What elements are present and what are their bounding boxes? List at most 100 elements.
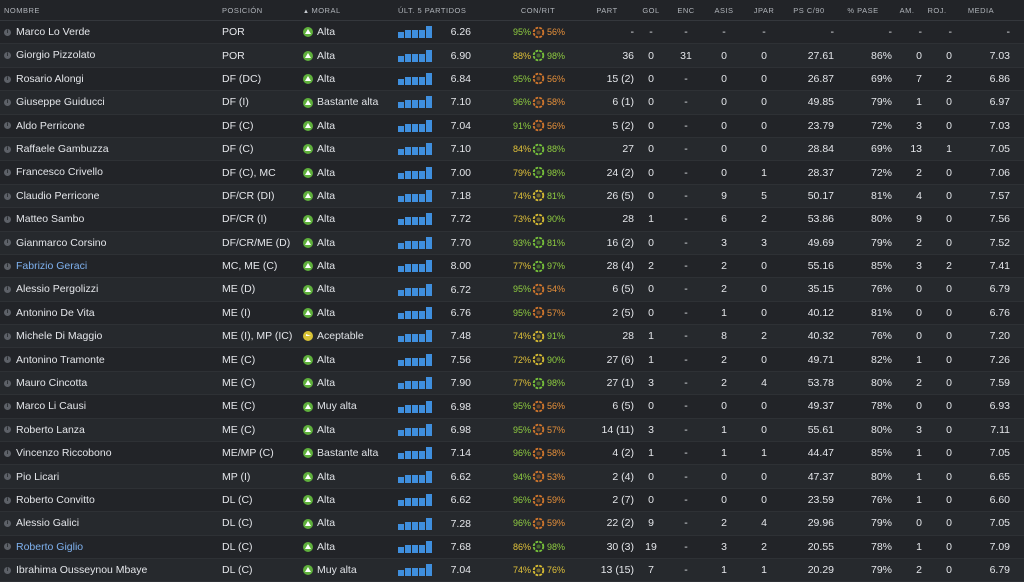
player-name[interactable]: Aldo Perricone — [16, 119, 85, 132]
table-row[interactable]: i Aldo Perricone DF (C) Alta 7.04 91% 56% 5 (2)… — [0, 114, 1024, 138]
player-name-cell[interactable]: i Aldo Perricone — [0, 114, 222, 138]
player-name-cell[interactable]: i Claudio Perricone — [0, 184, 222, 209]
col-header-posicion[interactable]: POSICIÓN — [222, 0, 303, 21]
info-icon[interactable]: i — [4, 145, 11, 153]
player-name-cell[interactable]: i Rosario Alongi — [0, 67, 222, 92]
table-row[interactable]: i Antonino De Vita ME (I) Alta 6.76 95% 57% 2 (… — [0, 301, 1024, 326]
player-name[interactable]: Antonino Tramonte — [16, 353, 105, 366]
col-header-ultimos[interactable]: ÚLT. 5 PARTIDOS — [398, 0, 496, 21]
table-row[interactable]: i Fabrizio Geraci MC, ME (C) Alta 8.00 77% 97%… — [0, 254, 1024, 279]
table-row[interactable]: i Mauro Cincotta ME (C) Alta 7.90 77% 98% 27 (1… — [0, 371, 1024, 396]
player-name-cell[interactable]: i Roberto Convitto — [0, 488, 222, 513]
col-header-media[interactable]: MEDIA — [952, 0, 1024, 21]
player-name-cell[interactable]: i Raffaele Gambuzza — [0, 137, 222, 162]
player-name-cell[interactable]: i Pio Licari — [0, 464, 222, 489]
player-name[interactable]: Roberto Convitto — [16, 494, 95, 507]
player-name-cell[interactable]: i Fabrizio Geraci — [0, 254, 222, 279]
player-name[interactable]: Marco Li Causi — [16, 400, 87, 413]
info-icon[interactable]: i — [4, 566, 11, 574]
table-row[interactable]: i Roberto Convitto DL (C) Alta 6.62 96% 59% 2 (… — [0, 488, 1024, 513]
info-icon[interactable]: i — [4, 332, 11, 340]
info-icon[interactable]: i — [4, 356, 11, 364]
col-header-asis[interactable]: ASIS — [704, 0, 744, 21]
player-name[interactable]: Roberto Lanza — [16, 423, 85, 436]
player-name[interactable]: Roberto Giglio — [16, 540, 84, 553]
player-name[interactable]: Marco Lo Verde — [16, 26, 91, 39]
info-icon[interactable]: i — [4, 543, 11, 551]
info-icon[interactable]: i — [4, 239, 11, 247]
col-header-nombre[interactable]: NOMBRE — [0, 0, 222, 21]
col-header-psc90[interactable]: PS C/90 — [784, 0, 834, 21]
player-name-cell[interactable]: i Alessio Pergolizzi — [0, 277, 222, 302]
player-name-cell[interactable]: i Mauro Cincotta — [0, 371, 222, 396]
info-icon[interactable]: i — [4, 520, 11, 527]
player-name[interactable]: Alessio Pergolizzi — [16, 283, 99, 296]
info-icon[interactable]: i — [4, 286, 11, 294]
player-name-cell[interactable]: i Francesco Crivello — [0, 160, 222, 185]
player-name[interactable]: Giuseppe Guiducci — [16, 96, 105, 109]
player-name[interactable]: Michele Di Maggio — [16, 330, 103, 343]
table-row[interactable]: i Antonino Tramonte ME (C) Alta 7.56 72% 90% 27… — [0, 347, 1024, 372]
col-header-am[interactable]: AM. — [892, 0, 922, 21]
col-header-roj[interactable]: ROJ. — [922, 0, 952, 21]
player-name[interactable]: Claudio Perricone — [16, 190, 100, 203]
player-name-cell[interactable]: i Antonino Tramonte — [0, 347, 222, 372]
player-name-cell[interactable]: i Roberto Lanza — [0, 418, 222, 443]
info-icon[interactable]: i — [4, 98, 11, 106]
info-icon[interactable]: i — [4, 169, 11, 177]
player-name-cell[interactable]: i Gianmarco Corsino — [0, 231, 222, 255]
player-name-cell[interactable]: i Giorgio Pizzolato — [0, 43, 222, 68]
col-header-conrit[interactable]: CON/RIT — [496, 0, 580, 21]
player-name-cell[interactable]: i Vincenzo Riccobono — [0, 441, 222, 466]
info-icon[interactable]: i — [4, 473, 11, 481]
info-icon[interactable]: i — [4, 28, 11, 36]
player-name[interactable]: Raffaele Gambuzza — [16, 143, 109, 156]
player-name-cell[interactable]: i Michele Di Maggio — [0, 324, 222, 349]
table-row[interactable]: i Giorgio Pizzolato POR Alta 6.90 88% 98% 36 0 31… — [0, 43, 1024, 68]
col-header-gol[interactable]: GOL — [634, 0, 668, 21]
info-icon[interactable]: i — [4, 309, 11, 317]
table-row[interactable]: i Claudio Perricone DF/CR (DI) Alta 7.18 74% 8… — [0, 184, 1024, 209]
player-name-cell[interactable]: i Roberto Giglio — [0, 535, 222, 559]
col-header-jpar[interactable]: JPAR — [744, 0, 784, 21]
player-name[interactable]: Giorgio Pizzolato — [16, 49, 96, 62]
table-row[interactable]: i Raffaele Gambuzza DF (C) Alta 7.10 84% 88% 27… — [0, 137, 1024, 162]
player-name[interactable]: Rosario Alongi — [16, 73, 84, 86]
info-icon[interactable]: i — [4, 496, 11, 504]
player-name-cell[interactable]: i Marco Li Causi — [0, 394, 222, 419]
info-icon[interactable]: i — [4, 262, 11, 270]
table-row[interactable]: i Marco Li Causi ME (C) Muy alta 6.98 95% 56% 6… — [0, 394, 1024, 419]
info-icon[interactable]: i — [4, 75, 11, 83]
table-row[interactable]: i Rosario Alongi DF (DC) Alta 6.84 95% 56% 15 (… — [0, 67, 1024, 92]
table-row[interactable]: i Vincenzo Riccobono ME/MP (C) Bastante alt… — [0, 441, 1024, 466]
col-header-pase[interactable]: % PASE — [834, 0, 892, 21]
col-header-enc[interactable]: ENC — [668, 0, 704, 21]
player-name[interactable]: Matteo Sambo — [16, 213, 85, 226]
table-row[interactable]: i Matteo Sambo DF/CR (I) Alta 7.72 73% 90% 28 1-… — [0, 207, 1024, 232]
info-icon[interactable]: i — [4, 192, 11, 200]
table-row[interactable]: i Gianmarco Corsino DF/CR/ME (D) Alta 7.70 93… — [0, 231, 1024, 255]
player-name-cell[interactable]: i Matteo Sambo — [0, 207, 222, 232]
table-row[interactable]: i Giuseppe Guiducci DF (I) Bastante alta 7.1… — [0, 90, 1024, 115]
col-header-part[interactable]: PART — [580, 0, 634, 21]
player-name[interactable]: Fabrizio Geraci — [16, 260, 88, 273]
info-icon[interactable]: i — [4, 403, 11, 411]
player-name[interactable]: Vincenzo Riccobono — [16, 447, 112, 460]
player-name[interactable]: Ibrahima Ousseynou Mbaye — [16, 564, 148, 577]
player-name[interactable]: Antonino De Vita — [16, 306, 95, 319]
info-icon[interactable]: i — [4, 122, 11, 130]
player-name[interactable]: Mauro Cincotta — [16, 377, 88, 390]
table-row[interactable]: i Roberto Lanza ME (C) Alta 6.98 95% 57% 14 (11… — [0, 418, 1024, 443]
table-row[interactable]: i Alessio Pergolizzi ME (D) Alta 6.72 95% 54% 6… — [0, 277, 1024, 302]
player-name[interactable]: Alessio Galici — [16, 517, 80, 530]
info-icon[interactable]: i — [4, 52, 11, 60]
table-row[interactable]: i Alessio Galici DL (C) Alta 7.28 96% 59% 22 (2… — [0, 511, 1024, 536]
table-row[interactable]: i Roberto Giglio DL (C) Alta 7.68 86% 98% 30 (3… — [0, 535, 1024, 559]
player-name[interactable]: Francesco Crivello — [16, 166, 103, 179]
col-header-moral[interactable]: ▲ MORAL — [303, 0, 398, 21]
player-name-cell[interactable]: i Marco Lo Verde — [0, 20, 222, 45]
player-name-cell[interactable]: i Alessio Galici — [0, 511, 222, 536]
table-row[interactable]: i Marco Lo Verde POR Alta 6.26 95% 56% - - - - - - - -… — [0, 20, 1024, 45]
info-icon[interactable]: i — [4, 449, 11, 457]
info-icon[interactable]: i — [4, 426, 11, 434]
